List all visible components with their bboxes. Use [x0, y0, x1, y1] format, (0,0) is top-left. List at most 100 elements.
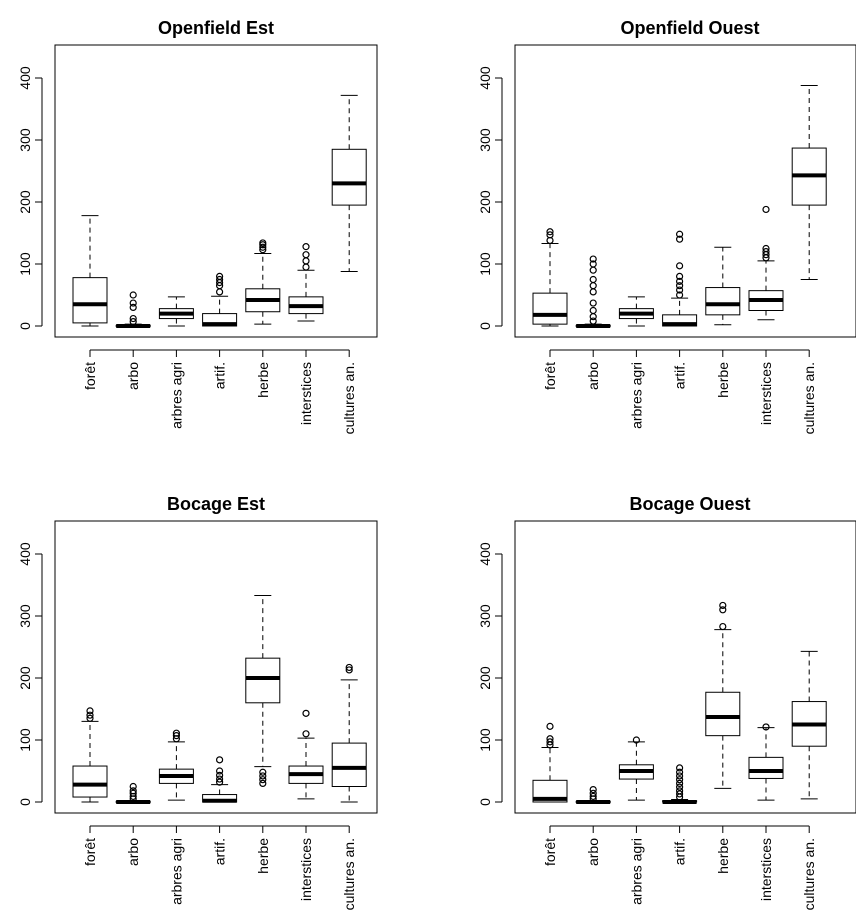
box-6: [748, 205, 784, 321]
outlier-point: [589, 260, 597, 268]
panel-4: Bocage Ouest 0 100 200 300 400 forêt arbo arbres…: [477, 494, 856, 910]
outlier-point: [719, 622, 727, 631]
outlier-point: [302, 257, 310, 265]
outlier-point: [259, 243, 267, 251]
box-5: [705, 601, 741, 789]
box-5: [245, 239, 281, 325]
outlier-point: [589, 288, 597, 296]
box-iqr: [331, 742, 367, 787]
y-tick-label: 400: [477, 542, 493, 566]
outlier-point: [302, 263, 310, 271]
box-1: [72, 707, 108, 803]
outlier-point: [589, 299, 597, 307]
plot-frame: [514, 520, 856, 814]
outlier-point: [259, 776, 267, 784]
outlier-point: [259, 246, 267, 254]
outlier-point: [216, 272, 224, 280]
outlier-point: [216, 756, 224, 764]
box-iqr: [705, 691, 741, 737]
x-tick-label: artif.: [672, 838, 688, 865]
outlier-point: [216, 778, 224, 786]
chart-title: Bocage Ouest: [629, 494, 750, 514]
outlier-point: [675, 262, 684, 270]
y-tick-label: 200: [477, 190, 493, 214]
box-iqr: [72, 277, 108, 324]
outlier-point: [129, 314, 137, 323]
outlier-point: [216, 275, 224, 284]
outlier-point: [589, 266, 597, 274]
outlier-point: [589, 275, 597, 284]
outlier-point: [129, 782, 137, 791]
box-5: [245, 595, 281, 788]
x-tick-label: cultures an.: [341, 838, 357, 910]
panel-1: Openfield Est 0 100 200 300 400 forêt arbo arbre…: [17, 18, 378, 434]
x-tick-label: arbo: [585, 362, 601, 390]
y-tick-label: 400: [477, 66, 493, 90]
outlier-point: [675, 776, 684, 784]
box-3: [618, 296, 654, 327]
outlier-point: [259, 239, 267, 247]
x-tick-label: forêt: [542, 362, 558, 390]
outlier-point: [762, 248, 770, 256]
outlier-point: [129, 303, 137, 311]
outlier-point: [675, 277, 684, 285]
outlier-point: [216, 775, 224, 783]
outlier-point: [302, 709, 310, 717]
y-tick-label: 300: [17, 128, 33, 152]
box-iqr: [245, 657, 281, 704]
outlier-point: [589, 313, 597, 321]
outlier-point: [762, 723, 770, 731]
box-iqr: [532, 292, 568, 325]
outlier-point: [129, 299, 137, 307]
box-7: [331, 94, 367, 272]
x-tick-label: cultures an.: [801, 362, 817, 434]
outlier-point: [589, 255, 597, 263]
box-7: [791, 650, 827, 800]
outlier-point: [129, 291, 137, 299]
outlier-point: [546, 228, 554, 236]
x-tick-label: arbres agri: [628, 838, 644, 905]
outlier-point: [259, 772, 267, 780]
x-tick-label: arbres agri: [628, 362, 644, 429]
box-iqr: [705, 287, 741, 316]
outlier-point: [675, 779, 684, 788]
outlier-point: [762, 205, 770, 214]
y-tick-label: 100: [17, 252, 33, 276]
x-tick-label: arbo: [125, 838, 141, 866]
outlier-point: [172, 732, 180, 740]
x-tick-label: artif.: [212, 838, 228, 865]
chart-title: Openfield Est: [158, 18, 274, 38]
x-tick-label: forêt: [82, 362, 98, 390]
plot-frame: [514, 44, 856, 338]
panel-2: Openfield Ouest 0 100 200 300 400 forêt arbo arb…: [477, 18, 856, 434]
outlier-point: [172, 729, 180, 737]
box-3: [618, 736, 654, 801]
outlier-point: [762, 244, 770, 253]
y-tick-label: 0: [477, 798, 493, 806]
outlier-point: [589, 792, 597, 801]
chart-title: Openfield Ouest: [620, 18, 759, 38]
box-iqr: [331, 148, 367, 206]
box-6: [288, 243, 324, 322]
x-tick-label: arbres agri: [168, 362, 184, 429]
outlier-point: [302, 243, 310, 251]
y-tick-label: 300: [477, 604, 493, 628]
y-tick-label: 400: [17, 542, 33, 566]
y-tick-label: 100: [477, 728, 493, 752]
outlier-point: [675, 291, 684, 299]
box-4: [202, 272, 238, 327]
outlier-point: [129, 789, 137, 797]
x-tick-label: interstices: [758, 838, 774, 901]
outlier-point: [675, 772, 684, 780]
outlier-point: [216, 288, 224, 296]
box-1: [72, 215, 108, 327]
outlier-point: [632, 736, 641, 744]
box-4: [662, 764, 698, 804]
x-tick-label: artif.: [672, 362, 688, 389]
x-tick-label: cultures an.: [801, 838, 817, 910]
panel-3: Bocage Est 0 100 200 300 400 forêt arbo arbres a…: [17, 494, 378, 910]
plot-frame: [54, 520, 378, 814]
box-5: [705, 246, 741, 326]
outlier-point: [259, 779, 267, 788]
